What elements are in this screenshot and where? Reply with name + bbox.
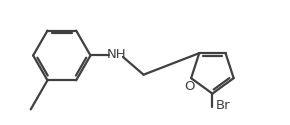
Text: Br: Br <box>216 100 231 112</box>
Text: NH: NH <box>106 48 126 60</box>
Text: O: O <box>184 80 195 93</box>
